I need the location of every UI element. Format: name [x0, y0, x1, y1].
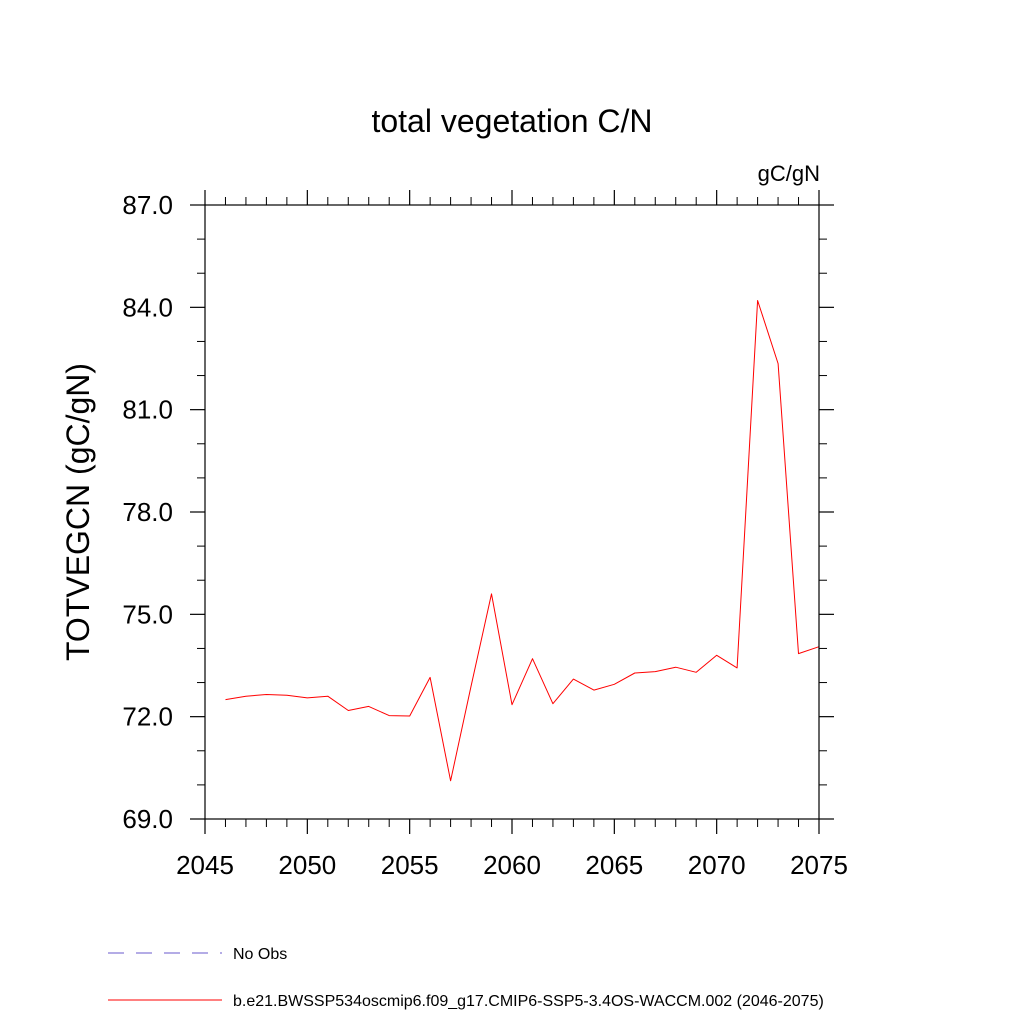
- y-tick-label: 75.0: [122, 599, 173, 629]
- legend-label-model: b.e21.BWSSP534oscmip6.f09_g17.CMIP6-SSP5…: [233, 993, 824, 1010]
- y-axis-label: TOTVEGCN (gC/gN): [60, 363, 96, 661]
- plot-frame: [204, 204, 820, 820]
- series-group: [225, 300, 820, 782]
- legend: No Obs b.e21.BWSSP534oscmip6.f09_g17.CMI…: [108, 946, 824, 1010]
- y-tick-label: 72.0: [122, 702, 173, 732]
- axis-ticks: [190, 190, 834, 834]
- x-tick-label: 2065: [585, 850, 643, 880]
- y-tick-label: 78.0: [122, 497, 173, 527]
- y-tick-label: 69.0: [122, 804, 173, 834]
- units-label: gC/gN: [758, 161, 820, 186]
- chart-title: total vegetation C/N: [371, 103, 652, 139]
- y-tick-label: 84.0: [122, 292, 173, 322]
- x-tick-label: 2060: [483, 850, 541, 880]
- axis-tick-labels: 2045 2050 2055 2060 2065 2070 2075 69.0 72.0 75.0…: [122, 190, 848, 880]
- x-tick-label: 2050: [278, 850, 336, 880]
- series-line: [225, 300, 820, 782]
- x-tick-label: 2070: [688, 850, 746, 880]
- x-tick-label: 2045: [176, 850, 234, 880]
- x-tick-label: 2075: [790, 850, 848, 880]
- y-tick-label: 87.0: [122, 190, 173, 220]
- y-tick-label: 81.0: [122, 395, 173, 425]
- legend-label-no-obs: No Obs: [233, 946, 287, 963]
- x-tick-label: 2055: [381, 850, 439, 880]
